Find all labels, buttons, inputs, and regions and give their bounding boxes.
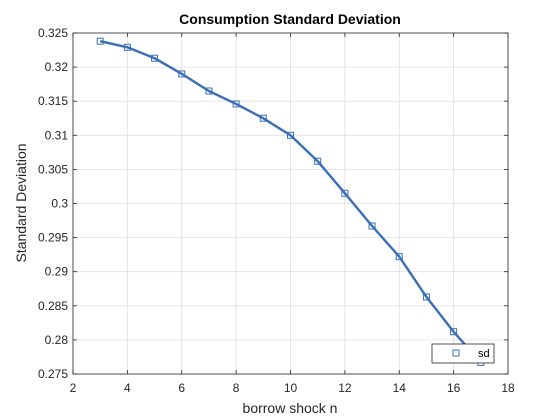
data-point-marker bbox=[395, 253, 403, 261]
grid-lines bbox=[72, 32, 509, 375]
data-point-marker bbox=[123, 43, 131, 51]
data-point-marker bbox=[205, 87, 213, 95]
x-tick-label: 4 bbox=[124, 381, 131, 395]
data-point-marker bbox=[450, 328, 458, 336]
x-tick-label: 8 bbox=[233, 381, 240, 395]
y-tick-label: 0.29 bbox=[45, 265, 69, 279]
legend-label: sd bbox=[478, 348, 490, 360]
y-tick-label: 0.285 bbox=[38, 299, 68, 313]
data-point-marker bbox=[151, 54, 159, 62]
data-point-marker bbox=[232, 100, 240, 108]
x-tick-label: 16 bbox=[447, 381, 461, 395]
x-tick-label: 6 bbox=[178, 381, 185, 395]
y-tick-label: 0.305 bbox=[38, 162, 68, 176]
y-tick-label: 0.3 bbox=[51, 197, 68, 211]
y-tick-label: 0.275 bbox=[38, 367, 68, 381]
data-point-marker bbox=[341, 189, 349, 197]
data-point-marker bbox=[314, 157, 322, 165]
legend: sd bbox=[431, 343, 495, 364]
data-point-marker bbox=[287, 131, 294, 139]
axis-ticks: 2 4 6 8 10 12 14 16 18 0.275 0.28 0.285 0.29 0.295 0.3… bbox=[38, 26, 515, 395]
data-point-marker bbox=[259, 114, 267, 122]
legend-marker-icon bbox=[452, 349, 460, 357]
data-point-marker bbox=[96, 37, 104, 45]
chart-title: Consumption Standard Deviation bbox=[179, 11, 401, 27]
y-tick-label: 0.315 bbox=[38, 94, 68, 108]
x-tick-label: 10 bbox=[284, 381, 298, 395]
x-tick-label: 18 bbox=[501, 381, 515, 395]
x-axis-label: borrow shock n bbox=[243, 400, 338, 416]
x-tick-label: 12 bbox=[338, 381, 352, 395]
y-tick-label: 0.295 bbox=[38, 231, 68, 245]
series-layer bbox=[96, 37, 485, 366]
data-point-marker bbox=[178, 70, 186, 78]
y-tick-label: 0.31 bbox=[45, 128, 69, 142]
y-axis-label: Standard Deviation bbox=[13, 143, 29, 262]
legend-box bbox=[431, 343, 495, 364]
y-tick-label: 0.32 bbox=[45, 60, 69, 74]
data-point-marker bbox=[422, 293, 430, 301]
y-tick-label: 0.28 bbox=[45, 333, 69, 347]
data-point-marker bbox=[368, 222, 376, 230]
y-tick-label: 0.325 bbox=[38, 26, 68, 40]
x-tick-label: 2 bbox=[70, 381, 77, 395]
x-tick-label: 14 bbox=[393, 381, 407, 395]
series-line bbox=[99, 40, 482, 364]
